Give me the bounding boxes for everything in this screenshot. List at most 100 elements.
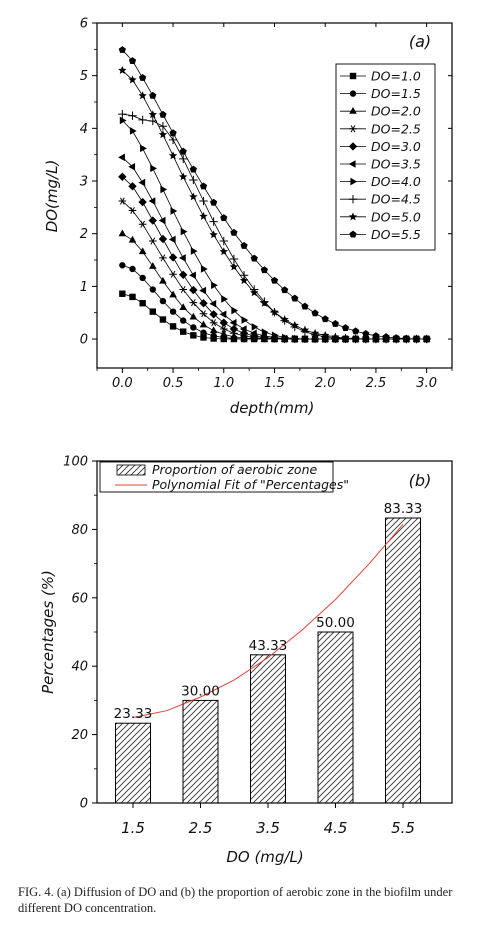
chart-a-point [139,300,146,307]
chart-a-xtick-label: 0.0 [112,376,133,391]
chart-b-data-label: 43.33 [249,638,288,654]
chart-a-legend-label: DO=3.5 [371,157,421,172]
chart-a-point [179,303,188,310]
chart-a-point [180,328,187,335]
chart-a-xlabel: depth(mm) [230,399,315,417]
chart-a-legend-label: DO=1.0 [371,69,421,84]
chart-a-point [189,165,197,173]
chart-a-legend-swatch-marker [349,125,357,133]
chart-a-point [168,253,178,262]
chart-a-point [180,317,187,324]
chart-b-legend-hatch-swatch [116,464,146,476]
chart-b-axes-layer: 1.5 2.5 3.5 4.5 5.5 0 20 40 60 80 100 [63,455,415,838]
chart-a-point [119,116,127,125]
chart-a-series-2 [119,262,430,343]
chart-a-legend-entry: DO=5.5 [340,227,421,242]
chart-b-bar [385,517,421,804]
chart-a-point [169,129,177,137]
chart-a-point [190,324,197,331]
chart-a-point [199,310,208,318]
chart-a-point [230,332,238,340]
chart-a-point [159,297,167,305]
chart-a-point [139,73,147,81]
chart-b-xtick-label: 3.5 [256,819,280,837]
chart-a-ytick-label: 1 [80,280,88,295]
chart-a-point [209,299,217,308]
chart-a-point [138,197,147,207]
chart-b-ylabel: Percentages (%) [39,570,57,694]
chart-a-panel-label: (a) [409,32,431,51]
chart-a-point [200,265,208,273]
chart-b-fit-curve [132,523,404,718]
chart-b-ytick-label: 60 [71,591,88,606]
chart-a-point [321,330,330,339]
chart-a-legend-swatch-marker [348,142,358,151]
chart-a-point [331,332,340,341]
chart-a-point [209,217,218,226]
chart-b-bar [182,699,219,804]
chart-a-legend-entry: DO=3.5 [340,157,421,172]
chart-a-legend-swatch-marker [348,160,356,168]
chart-a-point [219,330,228,337]
chart-a-point [250,329,257,338]
chart-a-point [138,115,147,125]
chart-a-point [402,334,410,342]
chart-b-ytick-label: 20 [71,728,88,743]
chart-a-ytick-label: 4 [80,122,88,137]
chart-b-bar [317,631,354,804]
chart-a-point [362,329,370,337]
chart-a-point [351,334,360,343]
chart-a-legend-label: DO=1.5 [371,86,421,101]
chart-a-legend-entry: DO=3.0 [340,139,421,154]
chart-a-axes-layer: 0.0 0.5 1.0 1.5 2.0 2.5 3.0 0 1 2 3 4 5 6 [80,17,453,391]
chart-a-legend-entry: DO=2.5 [340,121,421,136]
chart-a-point [372,332,380,339]
chart-a-point [282,333,289,342]
chart-b-bars-layer [115,517,421,804]
chart-a-point [149,286,156,293]
chart-a-point [128,111,137,120]
chart-a-point [251,323,259,331]
chart-a-point [229,262,239,271]
chart-a-point [119,290,126,297]
chart-a-point [180,227,188,236]
chart-a-legend-entry: DO=4.0 [340,174,421,189]
chart-a-legend-swatch-marker [349,72,357,80]
chart-a-point [118,109,127,119]
chart-a-point [190,332,197,339]
chart-a-point [179,172,188,181]
chart-a-point [311,309,319,317]
chart-a-point [423,335,431,343]
chart-a-legend-entry: DO=2.0 [340,104,421,119]
chart-a-point [209,326,218,334]
chart-a-point [312,335,320,343]
chart-a-point [118,172,127,182]
chart-a-point [169,323,177,330]
chart-a-point [148,216,157,225]
chart-a-point [158,122,168,131]
chart-a-ytick-label: 5 [80,69,88,84]
chart-b-panel-label: (b) [409,471,432,490]
chart-a-point [382,333,390,340]
chart-a-xtick-label: 3.0 [416,376,437,391]
chart-a-legend-label: DO=4.0 [371,174,421,189]
chart-a-point [168,235,176,244]
chart-a-point [211,281,218,290]
chart-b-xtick-label: 2.5 [189,819,213,837]
figure-canvas: 0.0 0.5 1.0 1.5 2.0 2.5 3.0 0 1 2 3 4 5 6 (a) DO(mg/L… [39,17,453,866]
chart-a-legend-label: DO=5.0 [371,209,421,224]
chart-a-legend-swatch-marker [349,107,357,114]
chart-a-point [179,147,187,155]
chart-a-point [129,265,136,273]
chart-a-point [119,262,126,269]
chart-a-point [179,270,188,279]
chart-a-legend-label: DO=2.5 [371,121,421,136]
chart-a-point [250,288,259,297]
chart-b-data-label: 83.33 [384,501,423,517]
chart-a-point [128,206,137,215]
chart-a-point [261,328,269,336]
chart-a-xtick-label: 0.5 [163,376,184,391]
chart-b-xlabel: DO (mg/L) [226,848,303,866]
chart-a-point [219,310,227,319]
chart-a-point [168,151,178,160]
